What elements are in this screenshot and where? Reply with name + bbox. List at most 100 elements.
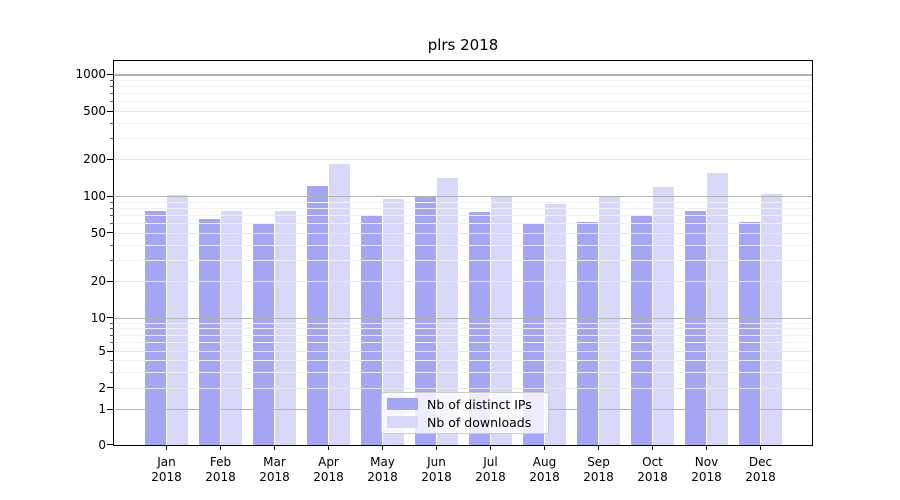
y-tick-minor: [110, 201, 114, 203]
bar-downloads-jun: [436, 177, 459, 445]
y-tick-minor: [110, 359, 114, 361]
x-tick-label-feb: Feb 2018: [205, 455, 236, 484]
y-tick-label: 1: [98, 402, 106, 416]
x-tick: [705, 445, 708, 450]
y-tick-label: 5: [98, 344, 106, 358]
y-tick-minor: [110, 371, 114, 373]
y-tick: [107, 232, 114, 234]
x-tick-label-apr: Apr 2018: [313, 455, 344, 484]
y-tick: [107, 280, 114, 282]
legend-swatch-downloads: [387, 416, 418, 428]
y-tick: [107, 444, 114, 446]
gridline-minor: [114, 101, 812, 103]
x-tick: [543, 445, 546, 450]
y-tick-minor: [110, 93, 114, 95]
y-tick-label: 10: [90, 310, 106, 325]
bar-downloads-sep: [598, 196, 621, 445]
bar-ips-jun: [414, 197, 437, 445]
gridline-major: [114, 159, 812, 161]
bar-ips-oct: [630, 215, 653, 445]
y-tick-minor: [110, 342, 114, 344]
bar-ips-aug: [522, 223, 545, 445]
y-tick: [107, 158, 114, 161]
y-tick-minor: [110, 207, 114, 209]
bar-downloads-feb: [220, 211, 243, 445]
gridline-major: [114, 74, 812, 76]
gridline-minor: [114, 122, 812, 124]
x-tick: [273, 445, 276, 450]
y-tick-label: 2: [98, 380, 106, 395]
plot-area: plrs 2018 0 1 2 5 10 20 50 100 200 500 1000 Jan 201…: [75, 36, 813, 484]
gridline-major: [114, 111, 812, 112]
y-tick-minor: [110, 214, 114, 216]
y-tick-minor: [110, 223, 114, 224]
y-tick: [107, 317, 114, 319]
bar-ips-jan: [144, 211, 167, 445]
bar-ips-may: [360, 216, 383, 445]
y-tick-label: 200: [83, 152, 106, 167]
y-tick-label: 0: [98, 437, 106, 452]
y-tick-minor: [110, 79, 114, 81]
legend-entry-distinct-ips: Nb of distinct IPs: [387, 397, 542, 412]
bar-downloads-dec: [760, 194, 783, 445]
gridline-minor: [114, 138, 812, 139]
x-tick-label-dec: Dec 2018: [745, 455, 776, 484]
y-tick-minor: [110, 334, 114, 336]
gridline-minor: [114, 86, 812, 88]
y-tick-minor: [110, 122, 114, 124]
y-tick-minor: [110, 86, 114, 88]
y-tick: [107, 110, 114, 112]
x-tick: [597, 445, 600, 450]
y-tick: [107, 73, 114, 76]
bar-ips-mar: [252, 223, 275, 445]
bar-ips-feb: [198, 218, 221, 445]
bar-downloads-aug: [544, 204, 567, 445]
x-tick-label-aug: Aug 2018: [529, 455, 560, 484]
x-tick-label-jun: Jun 2018: [421, 455, 452, 484]
x-tick: [489, 445, 492, 450]
x-tick-label-oct: Oct 2018: [637, 455, 668, 484]
legend-label: Nb of distinct IPs: [427, 396, 532, 412]
bar-downloads-jul: [490, 195, 513, 445]
x-tick-label-may: May 2018: [367, 455, 398, 484]
bar-ips-nov: [684, 211, 707, 445]
bar-downloads-mar: [274, 210, 297, 445]
y-tick-label: 20: [90, 274, 106, 289]
x-tick: [435, 445, 438, 450]
y-tick-minor: [110, 138, 114, 139]
bar-downloads-oct: [652, 186, 675, 445]
y-tick: [107, 350, 114, 352]
y-tick-label: 50: [90, 225, 106, 240]
bar-ips-sep: [576, 222, 599, 445]
y-tick: [107, 387, 114, 389]
y-tick: [107, 195, 114, 197]
x-tick-label-jan: Jan 2018: [151, 455, 182, 484]
gridline-minor: [114, 93, 812, 95]
legend-label: Nb of downloads: [427, 414, 532, 430]
x-tick-label-jul: Jul 2018: [475, 455, 506, 484]
x-tick-label-sep: Sep 2018: [583, 455, 614, 484]
chart-title: plrs 2018: [427, 36, 499, 54]
x-tick: [759, 445, 762, 450]
y-tick-minor: [110, 101, 114, 103]
x-tick: [165, 445, 168, 450]
gridline-minor: [114, 79, 812, 81]
x-tick-label-nov: Nov 2018: [691, 455, 722, 484]
x-tick: [651, 445, 654, 450]
y-tick-label: 1000: [75, 67, 106, 82]
y-tick-minor: [110, 328, 114, 330]
bar-downloads-apr: [328, 164, 351, 445]
y-tick-label: 500: [83, 104, 106, 118]
bar-ips-apr: [306, 185, 329, 445]
x-tick: [381, 445, 384, 450]
legend: Nb of distinct IPs Nb of downloads: [381, 392, 549, 434]
bar-ips-dec: [738, 222, 761, 445]
y-tick-minor: [110, 322, 114, 324]
x-tick: [327, 445, 330, 450]
x-tick-label-mar: Mar 2018: [259, 455, 290, 484]
y-tick-minor: [110, 244, 114, 246]
bar-downloads-jan: [166, 195, 189, 445]
y-tick: [107, 408, 114, 410]
y-tick-minor: [110, 259, 114, 261]
